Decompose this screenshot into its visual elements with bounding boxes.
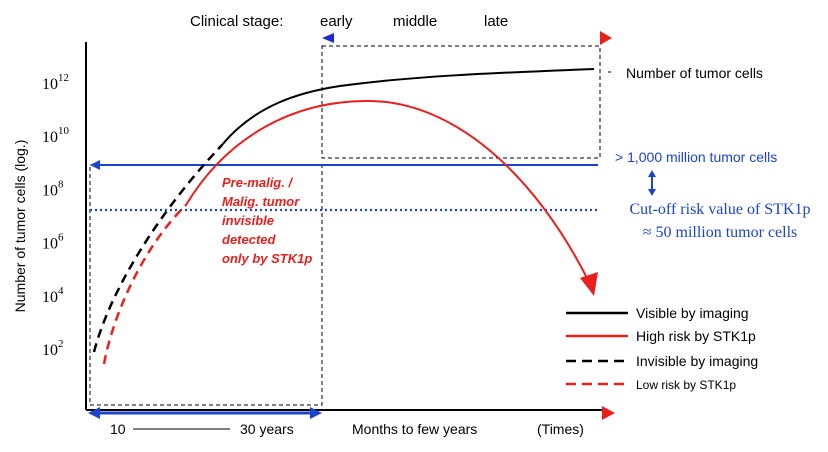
tumor-cells-label: Number of tumor cells	[626, 65, 763, 81]
series-invisible-imaging	[92, 144, 223, 353]
premalig-line-1: Pre-malig. /	[222, 175, 293, 190]
x-label-years-end: 30 years	[240, 421, 294, 437]
premalig-line-5: only by STK1p	[222, 251, 312, 266]
years-arrow-right-head	[310, 407, 322, 419]
high-risk-arrow-head	[580, 272, 598, 296]
visible-region-box	[321, 45, 601, 159]
y-axis-label: Number of tumor cells (log.)	[12, 140, 28, 313]
y-tick-label-12: 1012	[42, 72, 69, 93]
premalig-line-2: Malig. tumor	[222, 194, 300, 209]
premalig-line-4: detected	[222, 232, 277, 247]
cutoff-arrow-down	[648, 189, 656, 196]
legend-label-visible: Visible by imaging	[636, 305, 749, 321]
cutoff-label-line2: ≈ 50 million tumor cells	[643, 224, 798, 241]
stage-late: late	[484, 13, 508, 30]
y-tick-label-4: 104	[42, 285, 64, 306]
legend-label-invisible: Invisible by imaging	[636, 353, 758, 369]
stage-middle: middle	[393, 13, 437, 30]
y-tick-label-10: 1010	[42, 125, 70, 146]
premalig-annotation: Pre-malig. / Malig. tumor invisible dete…	[222, 175, 312, 266]
cutoff-arrow-up	[648, 170, 656, 177]
y-tick-label-6: 106	[42, 232, 64, 253]
x-label-times: (Times)	[537, 421, 584, 437]
legend: Visible by imaging High risk by STK1p In…	[566, 305, 758, 392]
clinical-stage-label: Clinical stage:	[190, 13, 283, 30]
legend-label-low-risk: Low risk by STK1p	[636, 378, 736, 392]
y-tick-labels: 102 104 106 108 1010 1012	[42, 72, 70, 359]
stage-arrow-head	[600, 31, 612, 45]
series-visible-imaging	[221, 68, 595, 146]
threshold-label: > 1,000 million tumor cells	[615, 149, 777, 165]
months-arrow-head	[602, 406, 615, 420]
years-arrow-left-head	[88, 407, 100, 419]
x-label-months: Months to few years	[352, 421, 477, 437]
y-tick-label-8: 108	[42, 178, 64, 199]
legend-label-high-risk: High risk by STK1p	[636, 328, 756, 344]
x-label-years-start: 10	[110, 421, 126, 437]
stage-early: early	[320, 13, 353, 30]
stage-arrow-tail	[322, 33, 334, 43]
premalig-line-3: invisible	[222, 213, 274, 228]
series-low-risk-stk1p	[102, 204, 187, 365]
cutoff-label-line1: Cut-off risk value of STK1p	[629, 201, 810, 218]
y-tick-label-2: 102	[42, 338, 64, 359]
series-high-risk-stk1p	[185, 99, 589, 281]
